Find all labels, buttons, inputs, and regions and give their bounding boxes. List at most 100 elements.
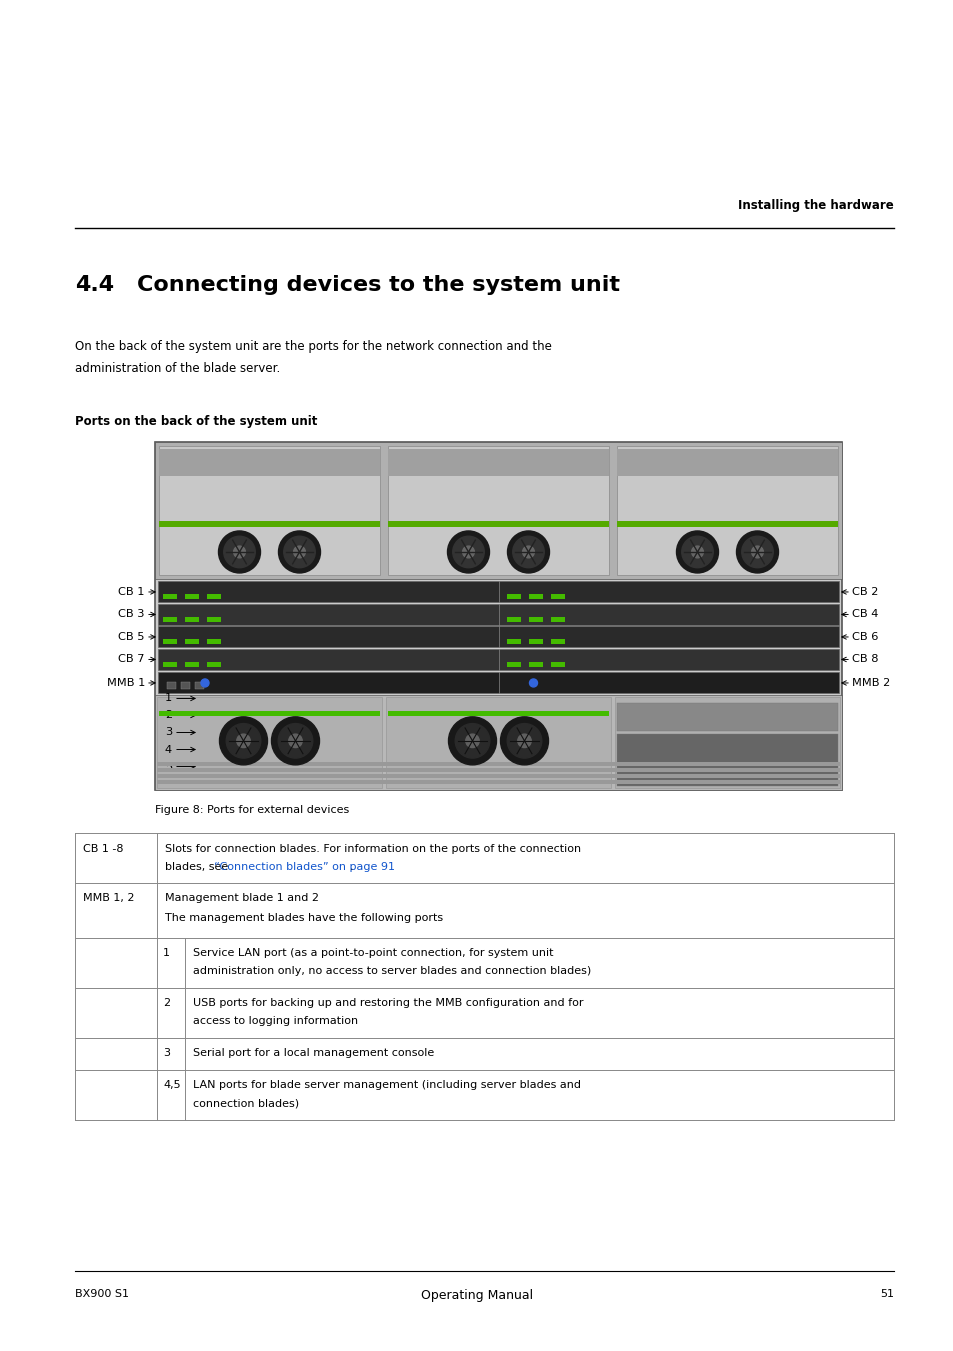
Bar [158,673,838,693]
Bar [167,682,175,689]
Text: USB ports for backing up and restoring the MMB configuration and for: USB ports for backing up and restoring t… [193,998,583,1008]
Circle shape [512,536,543,567]
Bar [157,780,840,784]
Bar [185,594,199,600]
Bar [550,639,564,644]
Circle shape [741,536,773,567]
Bar [207,639,221,644]
Bar [158,581,838,603]
Circle shape [272,717,319,765]
Bar [617,446,837,576]
Circle shape [201,680,209,686]
Circle shape [226,724,260,758]
Text: administration of the blade server.: administration of the blade server. [75,362,280,376]
Circle shape [522,546,534,558]
Bar [185,639,199,644]
Bar [159,521,379,527]
Text: Connecting devices to the system unit: Connecting devices to the system unit [137,276,619,295]
Circle shape [233,546,245,558]
Text: BX900 S1: BX900 S1 [75,1289,129,1300]
Text: Serial port for a local management console: Serial port for a local management conso… [193,1048,434,1058]
Text: CB 7: CB 7 [118,654,145,665]
Bar [617,521,837,527]
Bar [506,662,520,667]
Text: blades, see: blades, see [165,862,232,871]
Text: CB 5: CB 5 [118,632,145,642]
Circle shape [500,717,548,765]
Text: Slots for connection blades. For information on the ports of the connection: Slots for connection blades. For informa… [165,844,580,854]
Text: 4,5: 4,5 [163,1079,180,1090]
Text: CB 6: CB 6 [851,632,878,642]
Bar [528,639,542,644]
Text: CB 1: CB 1 [118,586,145,597]
Circle shape [507,531,549,573]
Text: 3: 3 [163,1048,170,1058]
Bar [617,449,837,477]
Circle shape [447,531,489,573]
Text: 3: 3 [165,727,172,738]
Bar [159,711,379,716]
Circle shape [691,546,702,558]
Text: Service LAN port (as a point-to-point connection, for system unit: Service LAN port (as a point-to-point co… [193,948,553,958]
Circle shape [455,724,489,758]
Bar [154,442,841,790]
Circle shape [529,680,537,686]
Text: 1: 1 [165,693,172,704]
Bar [163,639,177,644]
Circle shape [465,734,478,747]
Text: Operating Manual: Operating Manual [420,1289,533,1302]
Bar [506,617,520,621]
Bar [550,662,564,667]
Bar [506,594,520,600]
Bar [163,662,177,667]
Circle shape [236,734,250,747]
Bar [163,594,177,600]
Bar [528,617,542,621]
Circle shape [218,531,260,573]
Circle shape [448,717,496,765]
Text: administration only, no access to server blades and connection blades): administration only, no access to server… [193,966,591,975]
Text: 51: 51 [879,1289,893,1300]
Text: 2: 2 [165,711,172,720]
Bar [158,627,838,647]
Bar [154,442,841,580]
Bar [386,697,610,788]
Bar [207,662,221,667]
Text: 2: 2 [163,998,170,1008]
Text: CB 8: CB 8 [851,654,878,665]
Text: The management blades have the following ports: The management blades have the following… [165,913,442,923]
Text: access to logging information: access to logging information [193,1016,357,1025]
Text: CB 1 -8: CB 1 -8 [83,844,123,854]
Bar [388,446,608,576]
Bar [157,697,381,788]
Circle shape [507,724,541,758]
Circle shape [517,734,531,747]
Bar [550,594,564,600]
Text: MMB 1: MMB 1 [107,678,145,688]
Bar [154,696,841,790]
Circle shape [278,531,320,573]
Text: On the back of the system unit are the ports for the network connection and the: On the back of the system unit are the p… [75,340,551,353]
Bar [157,767,840,771]
Bar [185,617,199,621]
Circle shape [283,536,314,567]
Bar [181,682,190,689]
Bar [158,604,838,626]
Text: CB 2: CB 2 [851,586,878,597]
Circle shape [681,536,713,567]
Text: CB 3: CB 3 [118,609,145,620]
Bar [159,446,379,576]
Bar [388,711,608,716]
Bar [388,521,608,527]
Bar [207,617,221,621]
Bar [159,449,379,477]
Circle shape [453,536,484,567]
Text: 5: 5 [165,762,172,771]
Text: “Connection blades” on page 91: “Connection blades” on page 91 [214,862,395,871]
Bar [158,648,838,670]
Circle shape [751,546,762,558]
Bar [207,594,221,600]
Circle shape [736,531,778,573]
Circle shape [676,531,718,573]
Circle shape [294,546,305,558]
